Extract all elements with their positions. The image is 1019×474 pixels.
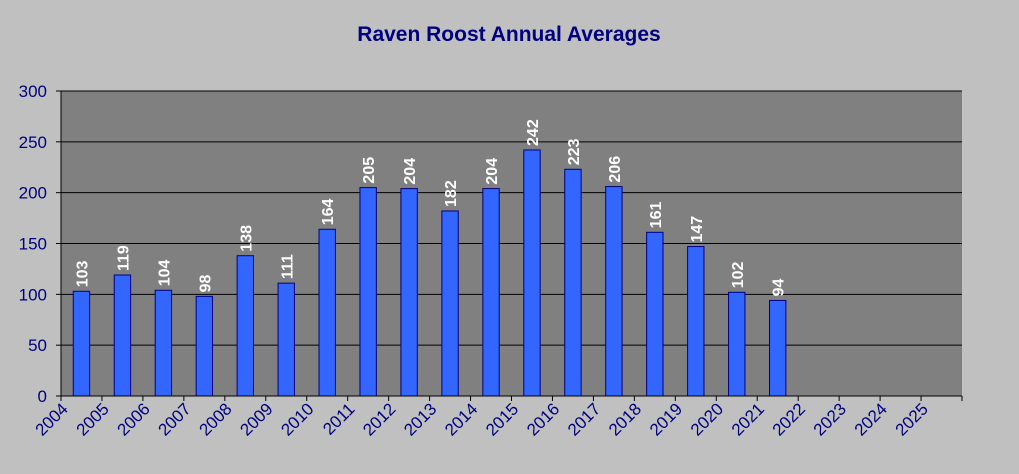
x-tick-label-2008: 2008 [195, 399, 235, 439]
data-labels: 103 119 104 98 138 111 164 205 204 182 204 242 223 20… [74, 119, 787, 296]
x-tick-label-2009: 2009 [236, 399, 276, 439]
bar-2007 [195, 295, 214, 397]
data-label-2016: 223 [566, 138, 583, 165]
data-label-2015: 242 [525, 119, 542, 146]
x-tick-label-2023: 2023 [810, 399, 850, 439]
bar-2004 [72, 290, 91, 397]
y-tick-label: 0 [38, 387, 47, 406]
bar-2017 [605, 186, 623, 397]
data-label-2007: 98 [197, 274, 214, 292]
x-tick-label-2005: 2005 [73, 399, 113, 439]
data-label-2013: 182 [443, 180, 460, 207]
data-label-2005: 119 [115, 245, 132, 271]
x-tick-label-2025: 2025 [892, 399, 932, 439]
x-tick-label-2017: 2017 [564, 399, 604, 439]
bar-2005 [113, 274, 132, 397]
data-label-2014: 204 [484, 158, 501, 185]
data-label-2010: 164 [320, 198, 337, 225]
x-tick-label-2024: 2024 [851, 399, 891, 439]
x-tick-label-2012: 2012 [359, 399, 399, 439]
bar-2009 [277, 282, 295, 397]
x-tick-label-2013: 2013 [400, 399, 440, 439]
data-label-2017: 206 [607, 156, 624, 183]
data-label-2006: 104 [156, 259, 173, 286]
y-tick-label: 150 [19, 235, 47, 254]
x-tick-label-2010: 2010 [277, 399, 317, 439]
y-tick-label: 300 [19, 82, 47, 101]
bar-2014 [482, 188, 500, 397]
bar-2016 [564, 168, 582, 397]
data-label-2021: 94 [771, 279, 788, 297]
y-tick-label: 250 [19, 133, 47, 152]
x-tick-label-2021: 2021 [728, 399, 768, 439]
data-label-2004: 103 [74, 260, 91, 287]
bar-2018 [646, 231, 664, 397]
x-tick-label-2018: 2018 [605, 399, 645, 439]
bar-2021 [769, 299, 787, 397]
x-tick-label-2007: 2007 [155, 399, 195, 439]
data-label-2011: 205 [361, 157, 378, 184]
bar-2011 [359, 187, 377, 397]
x-tick-label-2022: 2022 [769, 399, 809, 439]
x-tick-label-2015: 2015 [482, 399, 522, 439]
x-tick-label-2006: 2006 [114, 399, 154, 439]
data-label-2012: 204 [402, 158, 419, 185]
bar-2006 [154, 289, 173, 397]
y-tick-label: 200 [19, 184, 47, 203]
x-tick-label-2011: 2011 [319, 399, 358, 438]
x-tick-label-2016: 2016 [523, 399, 563, 439]
data-label-2008: 138 [238, 225, 255, 252]
data-label-2020: 102 [730, 262, 747, 289]
data-label-2019: 147 [689, 216, 706, 243]
data-label-2018: 161 [648, 202, 665, 229]
y-axis-ticks: 0 50 100 150 200 250 300 [19, 82, 61, 406]
bar-2015 [523, 149, 541, 397]
bar-2012 [400, 188, 418, 397]
data-label-2009: 111 [279, 254, 296, 279]
x-tick-label-2019: 2019 [646, 399, 686, 439]
x-tick-label-2020: 2020 [687, 399, 727, 439]
bar-2013 [441, 210, 459, 397]
y-tick-label: 100 [19, 285, 47, 304]
chart-title: Raven Roost Annual Averages [357, 23, 660, 46]
bar-2010 [318, 228, 336, 397]
x-axis-ticks: 2004 2005 2006 2007 2008 2009 2010 2011 2012 2013… [32, 396, 963, 440]
bar-2020 [728, 291, 746, 397]
bar-2008 [236, 255, 254, 397]
y-tick-label: 50 [28, 336, 47, 355]
x-tick-label-2014: 2014 [441, 399, 481, 439]
bars [72, 149, 787, 397]
bar-2019 [687, 246, 705, 397]
